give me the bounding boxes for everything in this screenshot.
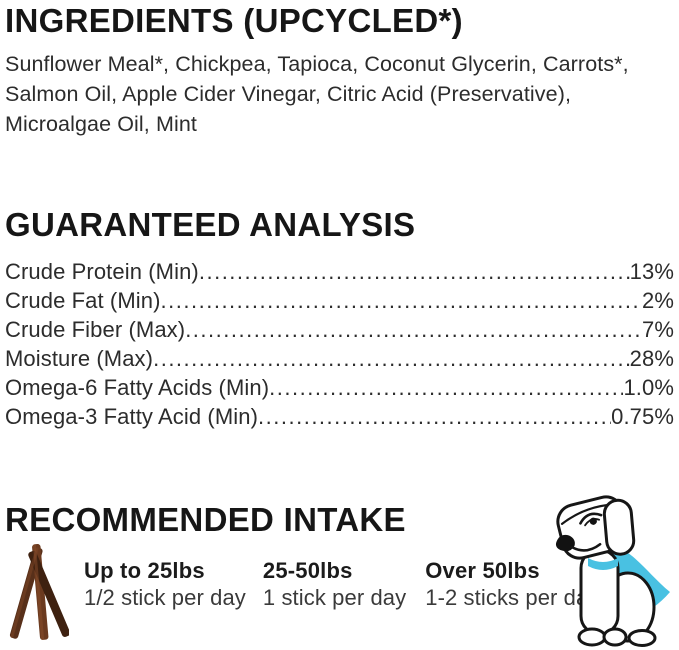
intake-column-medium-dog: 25-50lbs 1 stick per day [263,543,406,612]
analysis-value: 28% [629,346,674,371]
analysis-label: Moisture (Max) [5,346,154,371]
intake-column-small-dog: Up to 25lbs 1/2 stick per day [84,543,246,612]
dot-leader: ........................................… [160,288,642,313]
ingredients-line-2: Salmon Oil, Apple Cider Vinegar, Citric … [5,82,572,106]
dot-leader: ........................................… [185,317,642,342]
intake-guide: Up to 25lbs 1/2 stick per day 25-50lbs 1… [5,543,674,645]
analysis-label: Omega-3 Fatty Acid (Min) [5,404,259,429]
analysis-row-crude-protein: Crude Protein (Min) ....................… [5,257,674,286]
analysis-value: 1.0% [623,375,674,400]
guaranteed-analysis-table: Crude Protein (Min) ....................… [5,257,674,431]
guaranteed-analysis-heading: GUARANTEED ANALYSIS [5,206,416,243]
analysis-label: Crude Fat (Min) [5,288,161,313]
dot-leader: ........................................… [153,346,630,371]
analysis-value: 13% [629,259,674,284]
ingredients-section: INGREDIENTS (UPCYCLED*) Sunflower Meal*,… [5,2,674,139]
analysis-row-omega3: Omega-3 Fatty Acid (Min) ...............… [5,402,674,431]
intake-serving-label: 1-2 sticks per day [425,585,600,610]
analysis-row-crude-fat: Crude Fat (Min) ........................… [5,286,674,315]
ingredients-line-1: Sunflower Meal*, Chickpea, Tapioca, Coco… [5,52,629,76]
treat-sticks-icon [7,543,69,645]
intake-serving-label: 1/2 stick per day [84,585,246,610]
analysis-row-moisture: Moisture (Max) .........................… [5,344,674,373]
analysis-row-crude-fiber: Crude Fiber (Max) ......................… [5,315,674,344]
recommended-intake-heading: RECOMMENDED INTAKE [5,501,406,538]
intake-weight-label: 25-50lbs [262,558,353,583]
analysis-value: 7% [642,317,674,342]
ingredients-heading: INGREDIENTS (UPCYCLED*) [5,2,463,39]
intake-weight-label: Up to 25lbs [84,558,205,583]
analysis-value: 2% [642,288,674,313]
recommended-intake-section: RECOMMENDED INTAKE Up to 25lbs 1/2 s [5,501,674,645]
intake-column-large-dog: Over 50lbs 1-2 sticks per day [425,543,599,612]
analysis-label: Crude Fiber (Max) [5,317,186,342]
guaranteed-analysis-section: GUARANTEED ANALYSIS Crude Protein (Min) … [5,206,674,431]
analysis-label: Omega-6 Fatty Acids (Min) [5,375,270,400]
dot-leader: ........................................… [198,259,630,284]
analysis-value: 0.75% [611,404,674,429]
intake-weight-label: Over 50lbs [425,558,540,583]
dot-leader: ........................................… [258,404,612,429]
analysis-row-omega6: Omega-6 Fatty Acids (Min) ..............… [5,373,674,402]
analysis-label: Crude Protein (Min) [5,259,199,284]
ingredients-line-3: Microalgae Oil, Mint [5,112,197,136]
intake-serving-label: 1 stick per day [262,585,407,610]
dot-leader: ........................................… [269,375,624,400]
ingredients-text: Sunflower Meal*, Chickpea, Tapioca, Coco… [5,49,674,139]
dog-mascot-icon [548,492,676,648]
